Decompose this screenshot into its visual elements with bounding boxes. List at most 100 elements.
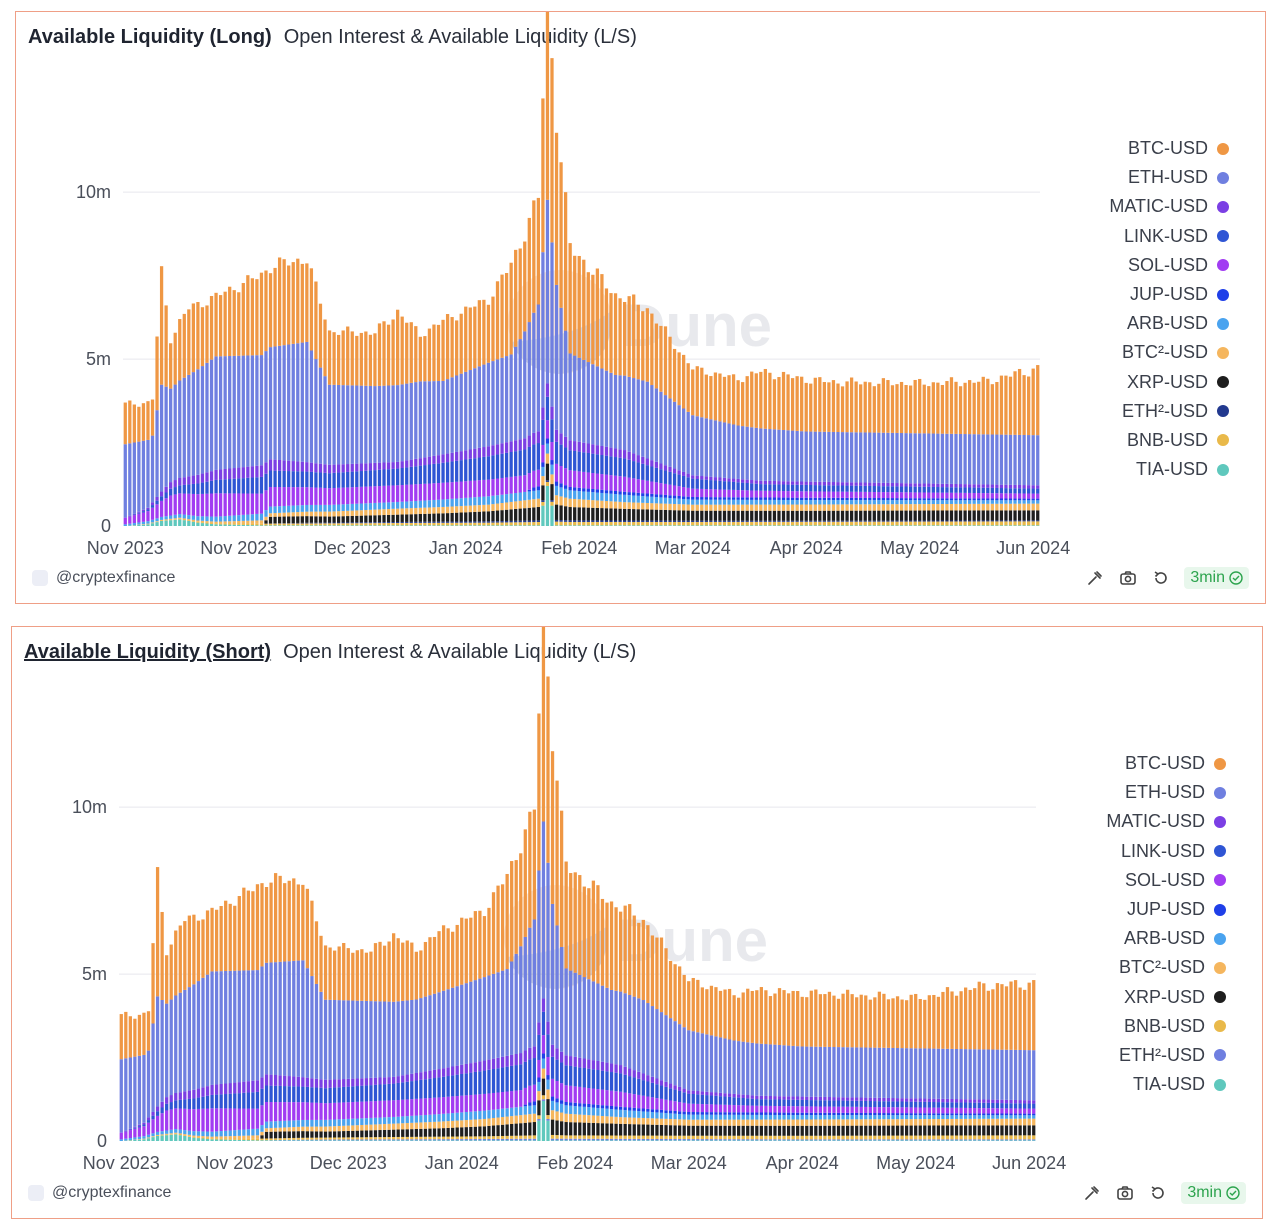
bar-segment-btc-usd[interactable] — [927, 1119, 931, 1126]
bar-segment-link-usd[interactable] — [895, 1101, 900, 1108]
bar-segment-eth-usd[interactable] — [768, 520, 772, 522]
bar-segment-tia-usd[interactable] — [736, 525, 740, 526]
bar-segment-arb-usd[interactable] — [695, 499, 699, 505]
bar-segment-matic-usd[interactable] — [414, 1072, 418, 1081]
bar-segment-xrp-usd[interactable] — [849, 510, 854, 521]
legend-item[interactable]: MATIC-USD — [1106, 807, 1226, 836]
bar-segment-xrp-usd[interactable] — [881, 510, 886, 521]
bar-segment-bnb-usd[interactable] — [196, 1137, 201, 1139]
bar-segment-bnb-usd[interactable] — [246, 523, 250, 526]
bar-segment-jup-usd[interactable] — [805, 1112, 809, 1116]
bar-segment-xrp-usd[interactable] — [459, 512, 463, 522]
bar-segment-eth-usd[interactable] — [709, 1035, 714, 1093]
bar-segment-sol-usd[interactable] — [478, 1094, 482, 1111]
bar-segment-matic-usd[interactable] — [554, 429, 559, 442]
bar-segment-xrp-usd[interactable] — [437, 1128, 441, 1137]
bar-segment-btc-usd[interactable] — [731, 504, 736, 511]
bar-segment-sol-usd[interactable] — [881, 492, 886, 499]
bar-segment-btc-usd[interactable] — [936, 382, 940, 434]
bar-segment-eth-usd[interactable] — [360, 1139, 364, 1141]
bar-segment-jup-usd[interactable] — [945, 1113, 950, 1116]
bar-segment-arb-usd[interactable] — [459, 498, 463, 507]
bar-segment-matic-usd[interactable] — [695, 475, 699, 479]
bar-segment-matic-usd[interactable] — [573, 1056, 577, 1067]
bar-segment-sol-usd[interactable] — [337, 487, 341, 505]
bar-segment-btc-usd[interactable] — [237, 896, 241, 971]
bar-segment-eth-usd[interactable] — [600, 1138, 605, 1141]
bar-segment-btc-usd[interactable] — [182, 313, 186, 378]
bar-segment-jup-usd[interactable] — [713, 497, 718, 500]
bar-segment-arb-usd[interactable] — [596, 1107, 600, 1116]
bar-segment-eth-usd[interactable] — [604, 370, 609, 447]
bar-segment-tia-usd[interactable] — [255, 1140, 260, 1141]
bar-segment-arb-usd[interactable] — [364, 503, 368, 511]
bar-segment-btc-usd[interactable] — [355, 510, 359, 516]
bar-segment-arb-usd[interactable] — [495, 495, 500, 504]
bar-segment-matic-usd[interactable] — [687, 1090, 691, 1094]
bar-segment-btc-usd[interactable] — [477, 300, 481, 367]
bar-segment-eth-usd[interactable] — [377, 385, 382, 463]
bar-segment-eth-usd[interactable] — [591, 1138, 596, 1141]
bar-segment-link-usd[interactable] — [754, 483, 758, 491]
bar-segment-xrp-usd[interactable] — [486, 511, 491, 522]
bar-segment-eth-usd[interactable] — [1027, 520, 1031, 522]
bar-segment-eth-usd[interactable] — [523, 331, 527, 439]
bar-segment-btc-usd[interactable] — [695, 366, 699, 417]
bar-segment-eth-usd[interactable] — [555, 1138, 559, 1141]
bar-segment-link-usd[interactable] — [913, 486, 917, 493]
bar-segment-bnb-usd[interactable] — [727, 521, 731, 526]
bar-segment-sol-usd[interactable] — [564, 1085, 568, 1102]
bar-segment-eth-usd[interactable] — [1027, 1139, 1031, 1141]
bar-segment-eth-usd[interactable] — [414, 382, 418, 459]
bar-segment-matic-usd[interactable] — [473, 1062, 477, 1072]
bar-segment-bnb-usd[interactable] — [432, 522, 436, 526]
bar-segment-btc-usd[interactable] — [178, 517, 182, 519]
bar-segment-btc-usd[interactable] — [927, 995, 931, 1049]
bar-segment-tia-usd[interactable] — [790, 525, 795, 526]
bar-segment-btc-usd[interactable] — [945, 381, 949, 434]
bar-segment-eth-usd[interactable] — [941, 1048, 945, 1099]
bar-segment-btc-usd[interactable] — [863, 381, 867, 433]
bar-segment-tia-usd[interactable] — [537, 1120, 541, 1141]
bar-segment-matic-usd[interactable] — [655, 1078, 659, 1085]
bar-segment-btc-usd[interactable] — [777, 377, 781, 430]
bar-segment-btc-usd[interactable] — [777, 988, 782, 1045]
bar-segment-matic-usd[interactable] — [936, 1098, 941, 1103]
bar-segment-link-usd[interactable] — [187, 1098, 191, 1109]
bar-segment-link-usd[interactable] — [246, 477, 250, 494]
bar-segment-bnb-usd[interactable] — [218, 523, 223, 525]
bar-segment-xrp-usd[interactable] — [596, 1123, 600, 1136]
bar-segment-tia-usd[interactable] — [782, 1140, 786, 1141]
bar-segment-tia-usd[interactable] — [664, 1140, 668, 1141]
bar-segment-xrp-usd[interactable] — [823, 1125, 827, 1136]
bar-segment-matic-usd[interactable] — [577, 441, 581, 452]
bar-segment-arb-usd[interactable] — [251, 1128, 255, 1136]
bar-segment-bnb-usd[interactable] — [283, 1138, 287, 1140]
bar-segment-eth-usd[interactable] — [455, 1139, 459, 1141]
bar-segment-btc-usd[interactable] — [291, 512, 295, 517]
bar-segment-btc-usd[interactable] — [809, 990, 813, 1047]
bar-segment-tia-usd[interactable] — [373, 1140, 378, 1141]
bar-segment-link-usd[interactable] — [446, 1076, 450, 1097]
bar-segment-bnb-usd[interactable] — [678, 1135, 682, 1140]
bar-segment-link-usd[interactable] — [169, 1102, 173, 1110]
bar-segment-matic-usd[interactable] — [940, 483, 945, 488]
bar-segment-sol-usd[interactable] — [659, 483, 663, 495]
bar-segment-sol-usd[interactable] — [909, 1107, 913, 1114]
bar-segment-btc-usd[interactable] — [964, 987, 968, 1050]
bar-segment-eth-usd[interactable] — [373, 522, 377, 524]
bar-segment-link-usd[interactable] — [514, 1065, 518, 1091]
bar-segment-matic-usd[interactable] — [409, 459, 413, 467]
bar-segment-arb-usd[interactable] — [750, 499, 754, 505]
bar-segment-eth-usd[interactable] — [714, 1139, 718, 1141]
bar-segment-eth-usd[interactable] — [328, 1139, 332, 1141]
bar-segment-eth-usd[interactable] — [859, 1047, 863, 1098]
bar-segment-sol-usd[interactable] — [746, 1105, 750, 1113]
bar-segment-eth-usd[interactable] — [818, 520, 822, 522]
bar-segment-eth-usd[interactable] — [514, 520, 518, 523]
bar-segment-btc-usd[interactable] — [196, 920, 201, 982]
bar-segment-eth-usd[interactable] — [1013, 1139, 1018, 1141]
bar-segment-sol-usd[interactable] — [405, 1099, 409, 1117]
bar-segment-eth-usd[interactable] — [804, 431, 808, 482]
bar-segment-arb-usd[interactable] — [169, 1129, 173, 1134]
